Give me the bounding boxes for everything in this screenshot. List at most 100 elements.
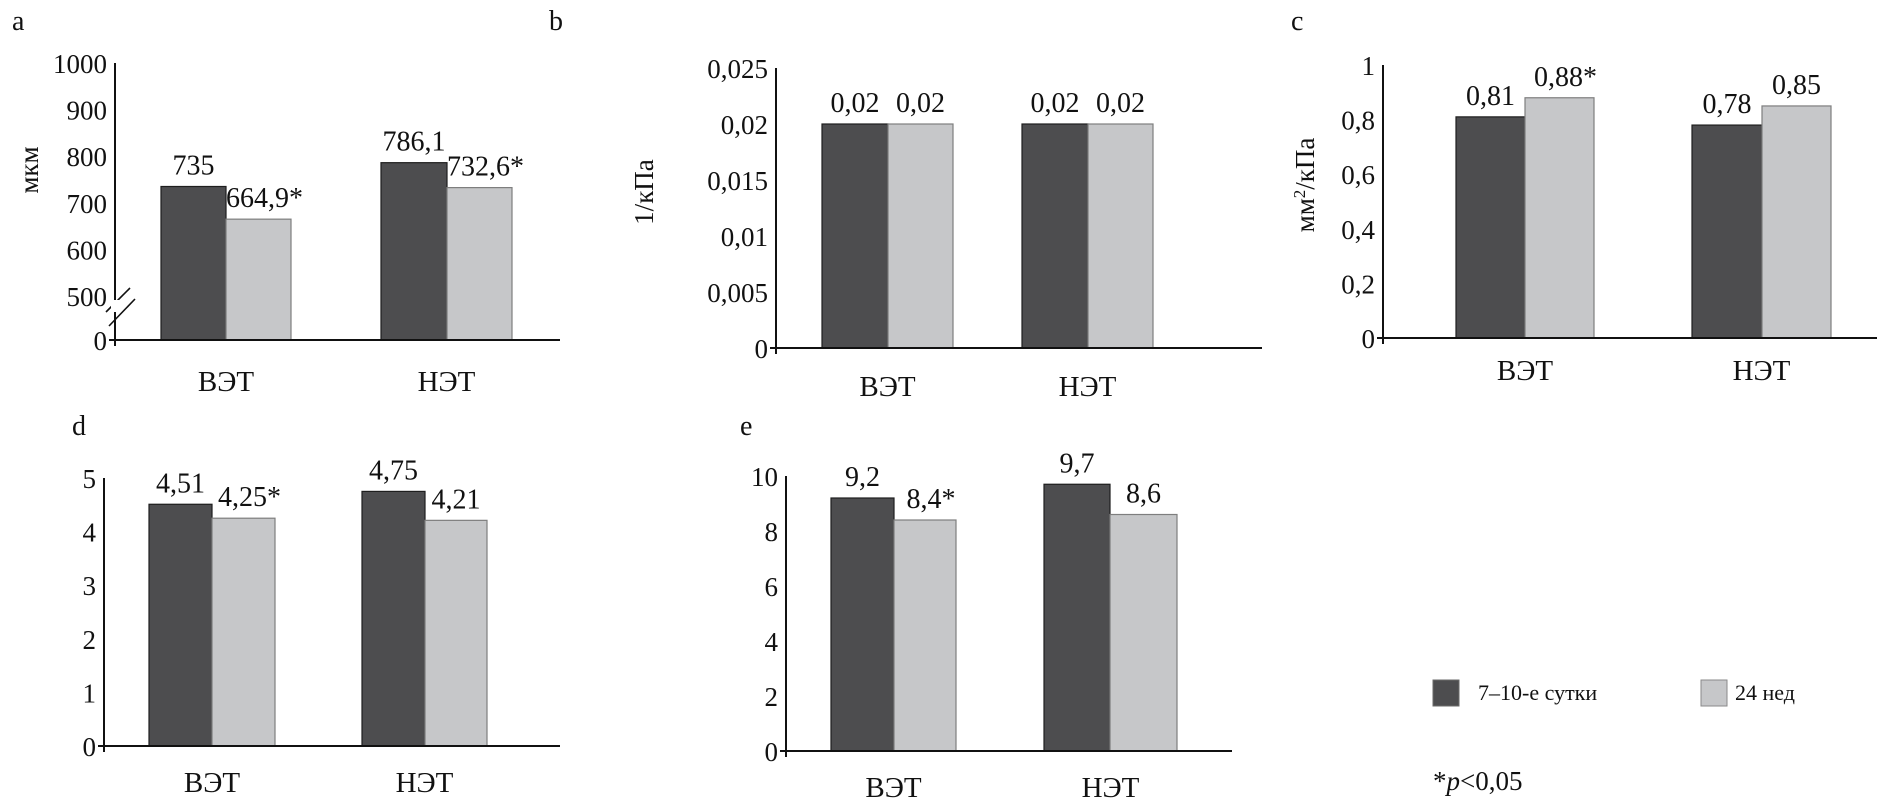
significance-footnote: *p<0,05	[1433, 766, 1522, 796]
y-tick-label: 4	[83, 518, 97, 548]
legend-label-series1: 7–10-е сутки	[1478, 680, 1597, 705]
y-tick-label: 0,6	[1341, 160, 1375, 190]
bar	[148, 503, 213, 747]
data-label: 0,02	[896, 88, 945, 119]
data-label: 0,78	[1703, 89, 1752, 120]
panel-letter: d	[72, 411, 86, 442]
data-label: 8,4*	[907, 484, 956, 515]
data-label: 664,9*	[226, 183, 303, 214]
y-tick-label: 0	[755, 334, 769, 364]
y-tick-label: 0,015	[707, 166, 768, 196]
y-tick-label: 8	[765, 517, 779, 547]
y-axis-label-tail: /кПа	[1290, 138, 1320, 190]
data-label: 786,1	[383, 127, 446, 158]
y-tick-label: 0,005	[707, 278, 768, 308]
data-label: 0,02	[1096, 88, 1145, 119]
panel-letter: a	[12, 6, 25, 37]
data-label: 732,6*	[447, 152, 524, 183]
y-tick-label: 0	[765, 737, 779, 767]
chart-panel-d: d 4,51 4,25* ВЭТ 4,75 4,21 НЭТ 5 4 3 2 1 0	[72, 411, 560, 799]
bar	[1761, 105, 1832, 339]
category-label: ВЭТ	[1497, 355, 1553, 387]
bar	[1021, 123, 1089, 349]
bar	[446, 187, 513, 341]
bar	[225, 218, 292, 341]
bar	[1691, 124, 1763, 339]
bar	[361, 490, 426, 747]
axis-break-mark	[108, 298, 136, 327]
panel-letter: c	[1291, 6, 1303, 37]
y-axis-label-base: мм	[1290, 198, 1320, 232]
y-tick-label: 2	[83, 625, 97, 655]
bar	[211, 517, 276, 747]
bar	[1087, 123, 1154, 349]
category-label: ВЭТ	[198, 366, 254, 398]
y-axis-label: мм2/кПа	[1290, 138, 1320, 233]
panel-letter: e	[740, 411, 752, 442]
y-tick-label: 0	[83, 732, 97, 762]
data-label: 9,2	[845, 462, 880, 493]
data-label: 0,81	[1466, 81, 1515, 112]
y-tick-label: 900	[67, 96, 108, 126]
panel-letter: b	[549, 6, 563, 37]
bar	[1524, 97, 1595, 339]
y-axis-label: 1/кПа	[629, 159, 659, 225]
y-tick-label: 1	[83, 678, 97, 708]
data-label: 0,02	[1031, 88, 1080, 119]
legend-swatch-series1	[1432, 679, 1460, 707]
data-label: 4,51	[156, 468, 205, 499]
charts-group: a735664,9*ВЭТ786,1732,6*НЭТ1000900800700…	[12, 6, 1877, 804]
y-tick-label: 5	[83, 464, 97, 494]
category-label: НЭТ	[418, 366, 476, 398]
footnote-threshold: <0,05	[1460, 766, 1522, 796]
y-tick-label: 0,02	[721, 110, 768, 140]
y-tick-label: 6	[765, 572, 779, 602]
y-tick-label: 700	[67, 189, 108, 219]
category-label: ВЭТ	[184, 767, 240, 799]
bar	[1043, 483, 1111, 752]
chart-panel-c: c 0,81 0,88* ВЭТ 0,78 0,85 НЭТ 1 0,8 0,6 0,4 0,2 0 мм…	[1290, 6, 1877, 387]
y-tick-label: 3	[83, 571, 97, 601]
y-tick-label: 500	[67, 282, 108, 312]
bar	[830, 497, 895, 752]
bar	[893, 519, 957, 752]
category-label: НЭТ	[1059, 371, 1117, 403]
bar	[1109, 513, 1178, 752]
y-tick-label: 0,025	[707, 54, 768, 84]
data-label: 4,75	[369, 455, 418, 486]
axis-break-gap	[111, 300, 121, 312]
legend: 7–10-е сутки 24 нед	[1432, 679, 1795, 707]
footnote-star: *	[1433, 766, 1447, 796]
y-tick-label: 1000	[53, 49, 107, 79]
y-tick-label: 0	[94, 326, 108, 356]
y-tick-label: 600	[67, 235, 108, 265]
data-label: 0,02	[831, 88, 880, 119]
y-tick-label: 0	[1362, 324, 1376, 354]
legend-swatch-series2	[1700, 679, 1728, 707]
category-label: ВЭТ	[865, 772, 921, 804]
category-label: НЭТ	[1082, 772, 1140, 804]
y-tick-label: 0,01	[721, 222, 768, 252]
category-label: НЭТ	[1733, 355, 1791, 387]
data-label: 9,7	[1060, 448, 1095, 479]
bar	[887, 123, 954, 349]
y-tick-label: 0,2	[1341, 269, 1375, 299]
legend-label-series2: 24 нед	[1735, 680, 1795, 705]
y-tick-label: 0,8	[1341, 106, 1375, 136]
data-label: 0,88*	[1534, 62, 1597, 93]
y-tick-label: 2	[765, 682, 779, 712]
y-tick-label: 10	[751, 462, 778, 492]
category-label: НЭТ	[396, 767, 454, 799]
data-label: 8,6	[1126, 479, 1161, 510]
data-label: 4,25*	[218, 482, 281, 513]
bar	[380, 162, 448, 341]
chart-panel-b: b 0,02 0,02 ВЭТ 0,02 0,02 НЭТ 0,025 0,02 0,015 0,0…	[549, 6, 1262, 403]
bar	[160, 185, 227, 341]
y-axis-label-sup: 2	[1290, 190, 1309, 199]
y-tick-label: 4	[765, 627, 779, 657]
footnote-p: p	[1445, 766, 1461, 796]
y-tick-label: 800	[67, 142, 108, 172]
y-tick-label: 0,4	[1341, 215, 1375, 245]
